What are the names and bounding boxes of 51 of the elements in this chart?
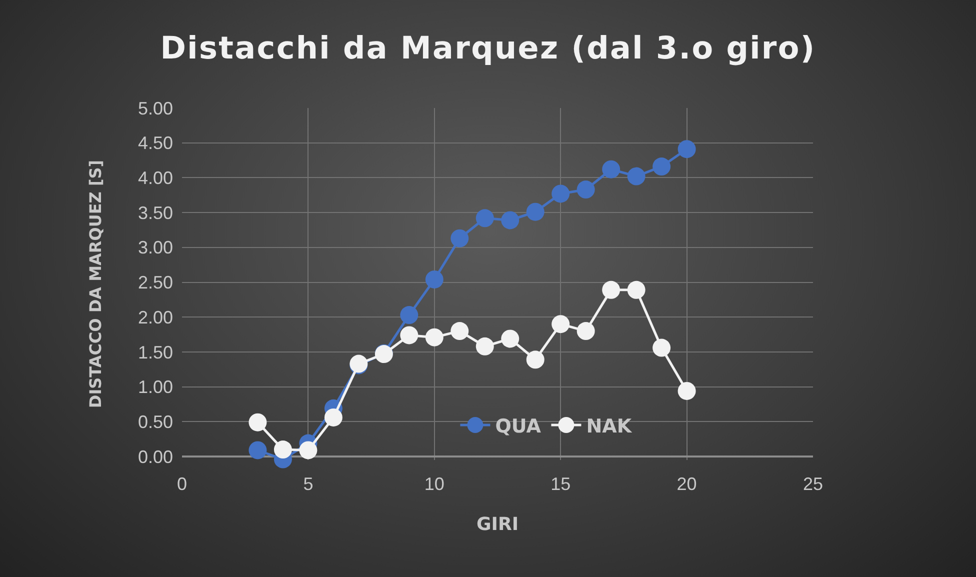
point xyxy=(627,167,646,186)
point xyxy=(299,441,318,460)
point xyxy=(248,441,267,460)
y-tick-label: 2.50 xyxy=(138,272,173,293)
y-tick-label: 2.00 xyxy=(138,307,173,328)
point xyxy=(576,180,595,199)
y-tick-label: 4.50 xyxy=(138,133,173,154)
chart-title: Distacchi da Marquez (dal 3.o giro) xyxy=(160,30,816,67)
point xyxy=(552,315,570,334)
point xyxy=(576,322,595,340)
x-axis-title: GIRI xyxy=(476,514,519,536)
point xyxy=(425,328,444,346)
y-axis-title: DISTACCO DA MARQUEZ [S] xyxy=(86,160,105,408)
point xyxy=(425,270,444,288)
x-tick-label: 20 xyxy=(676,474,697,494)
y-tick-label: 3.00 xyxy=(138,238,173,258)
point xyxy=(501,330,520,348)
y-tick-label: 5.00 xyxy=(138,98,173,118)
point xyxy=(274,440,292,459)
point xyxy=(450,229,469,248)
point xyxy=(476,337,494,356)
point xyxy=(450,322,469,340)
y-tick-label: 1.50 xyxy=(138,342,173,362)
x-tick-label: 15 xyxy=(550,474,571,494)
point xyxy=(652,158,671,176)
y-tick-label: 0.50 xyxy=(138,412,173,432)
x-tick-label: 5 xyxy=(303,474,314,494)
y-tick-label: 3.50 xyxy=(138,202,173,223)
point xyxy=(652,338,671,357)
legend-label: QUA xyxy=(495,415,542,438)
x-tick-label: 10 xyxy=(424,474,444,494)
y-tick-label: 4.00 xyxy=(138,168,173,188)
legend-label: NAK xyxy=(586,415,633,438)
point xyxy=(602,160,620,178)
point xyxy=(678,140,696,158)
point xyxy=(526,350,544,369)
point xyxy=(476,209,494,228)
point xyxy=(678,382,696,400)
point xyxy=(400,326,418,344)
point xyxy=(324,408,342,426)
x-tick-label: 25 xyxy=(802,474,824,494)
y-tick-label: 0.00 xyxy=(138,446,173,467)
point xyxy=(248,413,267,432)
point xyxy=(627,280,646,299)
point xyxy=(501,211,520,230)
point xyxy=(552,184,570,203)
point xyxy=(602,280,620,299)
point xyxy=(526,202,544,221)
x-tick-label: 0 xyxy=(176,474,188,494)
point xyxy=(400,306,418,324)
y-tick-label: 1.00 xyxy=(138,377,173,398)
